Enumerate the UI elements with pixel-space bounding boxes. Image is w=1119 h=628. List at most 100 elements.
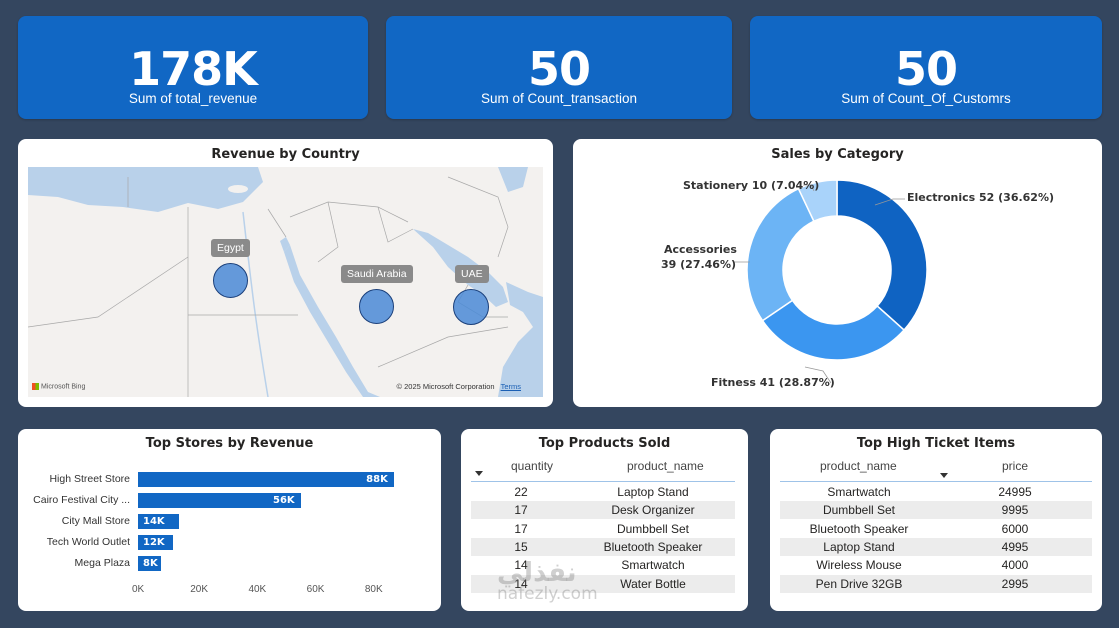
stores-title: Top Stores by Revenue bbox=[145, 436, 314, 451]
store-bar[interactable] bbox=[138, 514, 179, 529]
stores-bar-chart[interactable]: High Street Store 88K Cairo Festival City … bbox=[18, 429, 441, 611]
leader-line bbox=[803, 184, 815, 192]
watermark-arabic: نفذلي bbox=[497, 558, 577, 588]
table-cell: 4000 bbox=[1001, 558, 1029, 573]
table-row[interactable]: Laptop Stand 4995 bbox=[780, 537, 1092, 556]
table-cell: 4995 bbox=[1001, 539, 1029, 554]
table-cell: 17 bbox=[514, 521, 528, 536]
label-fitness: Fitness 41 (28.87%) bbox=[711, 376, 835, 389]
store-bar-value: 88K bbox=[366, 474, 388, 485]
kpi-value: 178K bbox=[129, 42, 258, 96]
header-divider bbox=[780, 481, 1092, 482]
leader-line bbox=[804, 366, 832, 384]
store-bar-value: 56K bbox=[273, 495, 295, 506]
table-row[interactable]: Bluetooth Speaker 6000 bbox=[780, 520, 1092, 538]
watermark: نفذلي nafezly.com bbox=[497, 560, 598, 604]
store-label: Mega Plaza bbox=[74, 557, 130, 569]
x-axis-tick: 60K bbox=[306, 584, 325, 595]
map-bubble-saudi-arabia[interactable] bbox=[359, 289, 394, 324]
store-bar[interactable] bbox=[138, 556, 162, 571]
revenue-map[interactable]: Egypt Saudi Arabia UAE Microsoft Bing © … bbox=[28, 167, 543, 397]
kpi-label: Sum of Count_transaction bbox=[480, 91, 638, 106]
store-bar[interactable] bbox=[138, 472, 395, 487]
table-row[interactable]: Pen Drive 32GB 2995 bbox=[780, 574, 1092, 593]
donut-slice-accessories[interactable] bbox=[746, 187, 815, 322]
table-row[interactable]: 17 Desk Organizer bbox=[471, 501, 735, 520]
table-cell: Laptop Stand bbox=[617, 485, 689, 499]
table-cell: Dumbbell Set bbox=[822, 503, 896, 518]
table-cell: 9995 bbox=[1001, 503, 1029, 518]
donut-slice-electronics[interactable] bbox=[836, 179, 928, 332]
x-axis-tick: 80K bbox=[364, 584, 383, 595]
table-row[interactable]: Smartwatch 24995 bbox=[780, 483, 1092, 501]
sort-down-icon[interactable] bbox=[475, 471, 483, 476]
table-cell: 15 bbox=[514, 539, 528, 554]
table-cell: 2995 bbox=[1001, 576, 1029, 591]
tickets-title: Top High Ticket Items bbox=[856, 436, 1016, 451]
table-cell: Wireless Mouse bbox=[816, 558, 902, 573]
table-row[interactable]: 17 Dumbbell Set bbox=[471, 520, 735, 538]
table-row[interactable]: Dumbbell Set 9995 bbox=[780, 501, 1092, 520]
donut-slice-fitness[interactable] bbox=[761, 299, 906, 361]
map-label-saudi-arabia: Saudi Arabia bbox=[341, 265, 413, 283]
sales-by-category-card[interactable]: Sales by Category Electronics 52 (36.62%… bbox=[573, 139, 1102, 407]
table-cell: Bluetooth Speaker bbox=[809, 521, 909, 536]
kpi-card-count-transaction[interactable]: 50 Sum of Count_transaction bbox=[386, 16, 732, 119]
top-high-ticket-card[interactable]: Top High Ticket Items product_name price… bbox=[770, 429, 1102, 611]
store-label: High Street Store bbox=[49, 473, 130, 485]
table-row[interactable]: 15 Bluetooth Speaker bbox=[471, 537, 735, 556]
store-label: City Mall Store bbox=[61, 515, 130, 527]
header-divider bbox=[471, 481, 735, 482]
leader-line bbox=[874, 198, 905, 206]
tickets-table: product_name price Smartwatch 24995 Dumbbe… bbox=[780, 459, 1092, 599]
table-cell: Pen Drive 32GB bbox=[815, 576, 903, 591]
store-bar[interactable] bbox=[138, 493, 302, 508]
store-bar[interactable] bbox=[138, 535, 173, 550]
table-cell: 22 bbox=[514, 485, 528, 499]
table-cell: Laptop Stand bbox=[823, 539, 895, 554]
col-product-header[interactable]: product_name bbox=[820, 459, 897, 473]
table-cell: Bluetooth Speaker bbox=[603, 539, 703, 554]
donut-chart[interactable] bbox=[573, 139, 1102, 407]
map-title: Revenue by Country bbox=[211, 147, 360, 162]
map-label-uae: UAE bbox=[455, 265, 489, 283]
col-product-header[interactable]: product_name bbox=[627, 459, 704, 473]
store-label: Tech World Outlet bbox=[46, 536, 130, 548]
kpi-card-total-revenue[interactable]: 178K Sum of total_revenue bbox=[18, 16, 368, 119]
map-label-egypt: Egypt bbox=[211, 239, 250, 257]
label-stationery: Stationery 10 (7.04%) bbox=[683, 179, 820, 192]
col-quantity-header[interactable]: quantity bbox=[511, 459, 554, 473]
kpi-value: 50 bbox=[894, 42, 958, 96]
table-cell: Smartwatch bbox=[621, 558, 685, 573]
store-bar-value: 12K bbox=[143, 537, 165, 548]
map-bubble-egypt[interactable] bbox=[213, 263, 248, 298]
x-axis-tick: 0K bbox=[132, 584, 145, 595]
top-stores-card[interactable]: Top Stores by Revenue High Street Store 8… bbox=[18, 429, 441, 611]
store-label: Cairo Festival City ... bbox=[33, 494, 130, 506]
donut-title: Sales by Category bbox=[771, 147, 904, 162]
table-cell: 14 bbox=[514, 558, 528, 573]
label-accessories-line1: Accessories bbox=[664, 243, 737, 256]
table-cell: 6000 bbox=[1001, 521, 1029, 536]
col-price-header[interactable]: price bbox=[1002, 459, 1029, 473]
revenue-by-country-card[interactable]: Revenue by Country bbox=[18, 139, 553, 407]
table-cell: Smartwatch bbox=[827, 485, 891, 499]
label-accessories-line2: 39 (27.46%) bbox=[661, 258, 737, 271]
bing-logo: Microsoft Bing bbox=[32, 382, 85, 390]
products-title: Top Products Sold bbox=[538, 436, 671, 451]
kpi-label: Sum of Count_Of_Customrs bbox=[841, 91, 1011, 106]
table-row[interactable]: Wireless Mouse 4000 bbox=[780, 556, 1092, 574]
kpi-value: 50 bbox=[527, 42, 591, 96]
label-electronics: Electronics 52 (36.62%) bbox=[907, 191, 1055, 204]
sort-down-icon[interactable] bbox=[940, 473, 948, 478]
x-axis-tick: 20K bbox=[190, 584, 209, 595]
kpi-label: Sum of total_revenue bbox=[128, 91, 258, 106]
table-cell: Desk Organizer bbox=[611, 503, 695, 518]
map-bubble-uae[interactable] bbox=[453, 289, 489, 325]
table-row[interactable]: 22 Laptop Stand bbox=[471, 483, 735, 501]
terms-link[interactable]: Terms bbox=[500, 382, 521, 391]
top-products-card[interactable]: Top Products Sold quantity product_name … bbox=[461, 429, 748, 611]
table-row[interactable]: 14 Water Bottle bbox=[471, 574, 735, 593]
kpi-card-count-customers[interactable]: 50 Sum of Count_Of_Customrs bbox=[750, 16, 1102, 119]
table-row[interactable]: 14 Smartwatch bbox=[471, 556, 735, 574]
